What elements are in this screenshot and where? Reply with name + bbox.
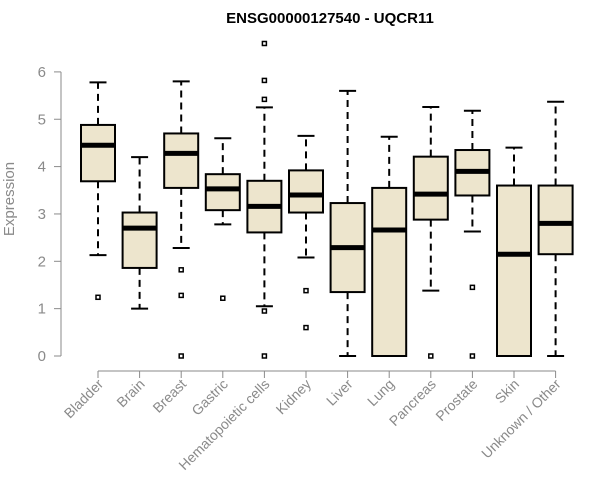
y-axis: 0 1 2 3 4 5 6 [38, 64, 62, 365]
iqr-box [537, 184, 574, 256]
box-lung [371, 135, 408, 357]
outlier-point [303, 287, 309, 294]
x-tick-label: Prostate [432, 376, 480, 424]
outlier-point [261, 308, 268, 314]
outlier-point [95, 294, 101, 301]
outlier-point [178, 267, 184, 273]
box-pancreas [412, 105, 449, 359]
outlier-point [469, 353, 476, 359]
iqr-box [288, 169, 324, 214]
box-prostate [454, 109, 491, 359]
y-tick-label: 0 [38, 348, 46, 365]
x-tick-label: Unknown / Other [478, 376, 564, 462]
box-liver [329, 89, 366, 357]
x-tick-label: Lung [364, 376, 397, 409]
outlier-point [261, 40, 268, 47]
x-tick-label: Kidney [273, 376, 315, 418]
box-kidney [288, 134, 324, 331]
y-tick-label: 2 [38, 253, 46, 270]
outlier-point [261, 96, 268, 103]
box-gastric [204, 137, 241, 301]
iqr-box [121, 211, 158, 269]
x-tick-label: Bladder [61, 376, 107, 422]
y-tick-label: 1 [38, 301, 46, 318]
x-tick-label: Skin [492, 376, 523, 407]
x-tick-label: Brain [113, 376, 147, 410]
outlier-point [261, 353, 268, 359]
outlier-point [428, 353, 434, 359]
y-tick-label: 3 [38, 206, 46, 223]
iqr-box [204, 173, 241, 212]
y-tick-label: 5 [38, 111, 46, 128]
y-axis-label: Expression [1, 162, 18, 236]
box-hematopoietic-cells [246, 40, 283, 359]
outlier-point [220, 295, 226, 301]
iqr-box [163, 132, 200, 189]
iqr-box [371, 186, 408, 357]
box-brain [121, 156, 158, 310]
iqr-box [80, 123, 116, 183]
boxes-group [80, 40, 574, 359]
outlier-point [303, 324, 309, 331]
outlier-point [178, 292, 184, 299]
x-tick-label: Breast [149, 376, 189, 416]
box-bladder [80, 81, 116, 301]
y-tick-label: 6 [38, 64, 46, 81]
box-unknown-other [537, 100, 574, 357]
chart-title: ENSG00000127540 - UQCR11 [226, 10, 434, 27]
x-tick-label: Liver [323, 376, 356, 409]
box-breast [163, 80, 200, 359]
outlier-point [469, 284, 476, 291]
outlier-point [178, 353, 184, 359]
iqr-box [412, 155, 449, 221]
outlier-point [261, 77, 268, 84]
y-tick-label: 4 [38, 159, 46, 176]
box-skin [496, 146, 532, 357]
iqr-box [496, 184, 532, 357]
